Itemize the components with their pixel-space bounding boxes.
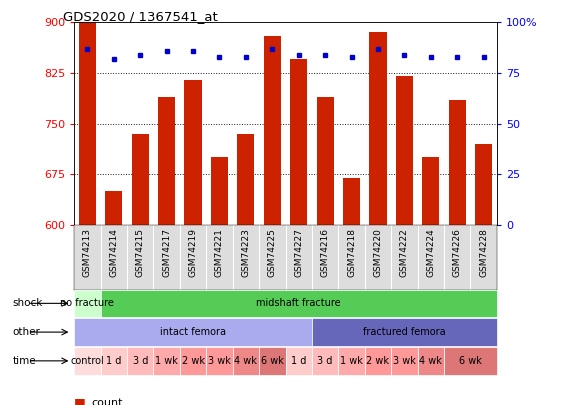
- Text: GSM74228: GSM74228: [479, 228, 488, 277]
- Text: GSM74224: GSM74224: [426, 228, 435, 277]
- Text: 2 wk: 2 wk: [367, 356, 389, 366]
- Text: intact femora: intact femora: [160, 327, 226, 337]
- Text: 1 wk: 1 wk: [340, 356, 363, 366]
- Text: GDS2020 / 1367541_at: GDS2020 / 1367541_at: [63, 10, 218, 23]
- Text: no fracture: no fracture: [61, 298, 114, 308]
- Text: 4 wk: 4 wk: [235, 356, 258, 366]
- Text: GSM74220: GSM74220: [373, 228, 383, 277]
- Text: shock: shock: [13, 298, 43, 308]
- Text: 1 wk: 1 wk: [155, 356, 178, 366]
- Text: 6 wk: 6 wk: [261, 356, 284, 366]
- Text: GSM74227: GSM74227: [294, 228, 303, 277]
- Text: count: count: [91, 398, 123, 405]
- Text: ■: ■: [74, 396, 86, 405]
- Bar: [105, 191, 122, 225]
- Text: GSM74213: GSM74213: [83, 228, 92, 277]
- Text: GSM74218: GSM74218: [347, 228, 356, 277]
- Bar: [79, 22, 96, 225]
- Text: GSM74219: GSM74219: [188, 228, 198, 277]
- Text: GSM74221: GSM74221: [215, 228, 224, 277]
- Text: GSM74226: GSM74226: [453, 228, 462, 277]
- Bar: [422, 157, 439, 225]
- Bar: [211, 157, 228, 225]
- Bar: [132, 134, 149, 225]
- Text: control: control: [71, 356, 104, 366]
- Bar: [396, 76, 413, 225]
- Text: 4 wk: 4 wk: [419, 356, 442, 366]
- Bar: [369, 32, 387, 225]
- Text: 3 d: 3 d: [132, 356, 148, 366]
- Text: GSM74225: GSM74225: [268, 228, 277, 277]
- Text: GSM74222: GSM74222: [400, 228, 409, 277]
- Text: 3 wk: 3 wk: [393, 356, 416, 366]
- Text: 6 wk: 6 wk: [459, 356, 482, 366]
- Bar: [238, 134, 255, 225]
- Text: 3 d: 3 d: [317, 356, 333, 366]
- Bar: [158, 96, 175, 225]
- Bar: [290, 60, 307, 225]
- Bar: [184, 80, 202, 225]
- Text: fractured femora: fractured femora: [363, 327, 445, 337]
- Bar: [264, 36, 281, 225]
- Text: midshaft fracture: midshaft fracture: [256, 298, 341, 308]
- Bar: [343, 177, 360, 225]
- Bar: [449, 100, 466, 225]
- Text: GSM74214: GSM74214: [109, 228, 118, 277]
- Text: 3 wk: 3 wk: [208, 356, 231, 366]
- Bar: [316, 96, 333, 225]
- Text: time: time: [13, 356, 36, 366]
- Text: GSM74223: GSM74223: [242, 228, 251, 277]
- Text: 1 d: 1 d: [291, 356, 307, 366]
- Text: GSM74216: GSM74216: [320, 228, 329, 277]
- Text: GSM74217: GSM74217: [162, 228, 171, 277]
- Text: GSM74215: GSM74215: [136, 228, 145, 277]
- Bar: [475, 144, 492, 225]
- Text: 1 d: 1 d: [106, 356, 122, 366]
- Text: other: other: [13, 327, 40, 337]
- Text: 2 wk: 2 wk: [182, 356, 204, 366]
